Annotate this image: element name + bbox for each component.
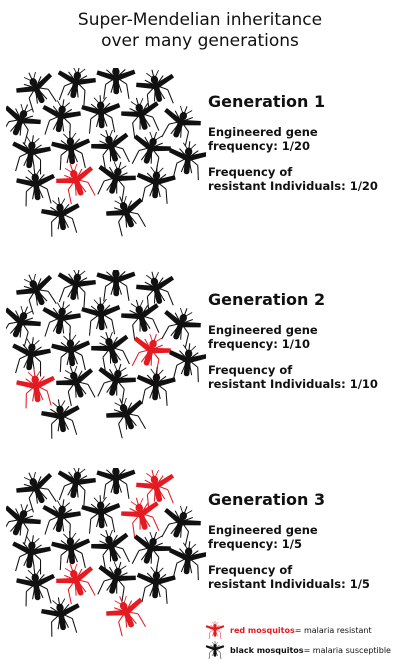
susceptible-mosquito-icon xyxy=(135,563,177,605)
resistant-frequency: Frequency of resistant Individuals: 1/10 xyxy=(208,363,378,391)
susceptible-mosquito-icon xyxy=(50,129,93,172)
susceptible-mosquito-icon xyxy=(96,68,136,100)
susceptible-mosquito-icon xyxy=(39,193,84,238)
susceptible-mosquito-icon xyxy=(80,93,122,135)
resistant-frequency: Frequency of resistant Individuals: 1/20 xyxy=(208,165,378,193)
generation-heading: Generation 1 xyxy=(208,92,326,111)
generation-1-info: Generation 1 Engineered gene frequency: … xyxy=(208,92,398,205)
mosquito-icon xyxy=(205,620,225,640)
resistant-mosquito-icon xyxy=(125,327,175,377)
susceptible-mosquito-icon xyxy=(80,493,122,535)
susceptible-mosquito-icon xyxy=(6,96,46,148)
susceptible-mosquito-icon xyxy=(51,359,102,409)
susceptible-mosquito-icon xyxy=(52,270,99,309)
susceptible-mosquito-icon xyxy=(125,525,175,575)
susceptible-mosquito-icon xyxy=(6,496,46,548)
generation-heading: Generation 2 xyxy=(208,290,326,309)
susceptible-mosquito-icon xyxy=(39,395,84,440)
susceptible-mosquito-icon xyxy=(80,295,122,337)
susceptible-mosquito-icon xyxy=(155,499,206,549)
susceptible-mosquito-icon xyxy=(50,331,93,374)
mosquito-icon xyxy=(205,640,225,660)
gene-frequency: Engineered gene frequency: 1/5 xyxy=(208,523,318,551)
susceptible-mosquito-icon xyxy=(96,468,136,500)
mosquito-swarm-generation-3 xyxy=(6,468,206,638)
susceptible-mosquito-icon xyxy=(101,390,152,440)
resistant-mosquito-icon xyxy=(14,366,58,410)
resistant-mosquito-icon xyxy=(51,157,102,207)
susceptible-mosquito-icon xyxy=(155,99,206,149)
susceptible-mosquito-icon xyxy=(166,538,206,582)
title-line-1: Super-Mendelian inheritance xyxy=(77,10,323,30)
susceptible-mosquito-icon xyxy=(39,593,84,638)
title-line-2: over many generations xyxy=(101,31,299,51)
susceptible-mosquito-icon xyxy=(8,334,53,378)
susceptible-mosquito-icon xyxy=(14,564,58,608)
mosquito-swarm-generation-1 xyxy=(6,68,206,238)
susceptible-mosquito-icon xyxy=(125,125,175,175)
susceptible-mosquito-icon xyxy=(14,164,58,208)
legend-resistant: red mosquitos = malaria resistant xyxy=(204,620,391,640)
page-title: Super-Mendelian inheritance over many ge… xyxy=(0,10,400,52)
susceptible-mosquito-icon xyxy=(87,523,136,573)
susceptible-mosquito-icon xyxy=(166,340,206,384)
susceptible-mosquito-icon xyxy=(52,468,99,507)
resistant-frequency: Frequency of resistant Individuals: 1/5 xyxy=(208,563,370,591)
legend-red-rest: = malaria resistant xyxy=(294,625,372,635)
gene-frequency: Engineered gene frequency: 1/10 xyxy=(208,323,318,351)
legend-susceptible: black mosquitos = malaria susceptible xyxy=(204,640,391,660)
susceptible-mosquito-icon xyxy=(87,325,136,375)
resistant-mosquito-icon xyxy=(101,588,152,638)
legend-black-rest: = malaria susceptible xyxy=(303,645,391,655)
generation-2-info: Generation 2 Engineered gene frequency: … xyxy=(208,290,398,403)
susceptible-mosquito-icon xyxy=(101,188,152,238)
susceptible-mosquito-icon xyxy=(52,68,99,107)
legend-red-label: red mosquitos xyxy=(230,625,295,635)
susceptible-mosquito-icon xyxy=(50,529,93,572)
mosquito-swarm-generation-2 xyxy=(6,270,206,440)
susceptible-mosquito-icon xyxy=(8,532,53,576)
susceptible-mosquito-icon xyxy=(135,365,177,407)
gene-frequency: Engineered gene frequency: 1/20 xyxy=(208,125,318,153)
susceptible-mosquito-icon xyxy=(96,270,136,302)
susceptible-mosquito-icon xyxy=(6,298,46,350)
susceptible-mosquito-icon xyxy=(87,123,136,173)
generation-3-info: Generation 3 Engineered gene frequency: … xyxy=(208,490,398,603)
legend-black-label: black mosquitos xyxy=(230,645,304,655)
resistant-mosquito-icon xyxy=(51,557,102,607)
susceptible-mosquito-icon xyxy=(155,301,206,351)
legend: red mosquitos = malaria resistant black … xyxy=(204,620,391,660)
susceptible-mosquito-icon xyxy=(8,132,53,176)
susceptible-mosquito-icon xyxy=(166,138,206,182)
susceptible-mosquito-icon xyxy=(135,163,177,205)
generation-heading: Generation 3 xyxy=(208,490,326,509)
